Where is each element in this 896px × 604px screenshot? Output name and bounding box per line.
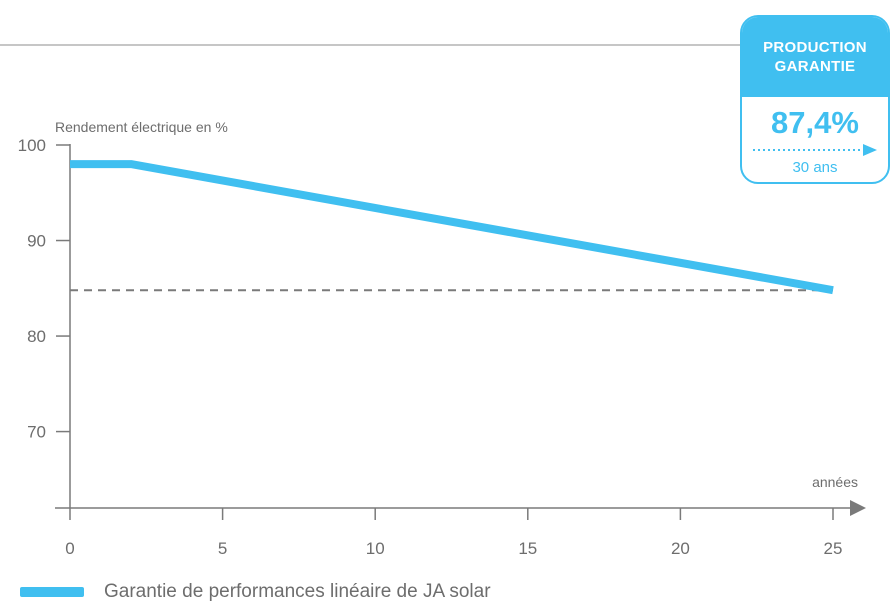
x-axis-arrowhead bbox=[850, 500, 866, 516]
legend: Garantie de performances linéaire de JA … bbox=[20, 580, 491, 604]
dotted-arrow-icon bbox=[753, 144, 877, 156]
x-tick-label: 5 bbox=[218, 539, 227, 558]
y-tick-label: 90 bbox=[27, 232, 46, 251]
x-tick-label: 10 bbox=[366, 539, 385, 558]
badge-header: PRODUCTION GARANTIE bbox=[742, 17, 888, 97]
guaranteed-production-badge: PRODUCTION GARANTIE 87,4% 30 ans bbox=[740, 15, 890, 184]
y-tick-label: 80 bbox=[27, 327, 46, 346]
badge-title-line2: GARANTIE bbox=[774, 58, 856, 75]
badge-duration: 30 ans bbox=[792, 159, 838, 176]
legend-swatch bbox=[20, 587, 84, 597]
y-ticks: 70 80 90 100 bbox=[18, 136, 70, 442]
x-tick-label: 0 bbox=[65, 539, 74, 558]
y-axis-label: Rendement électrique en % bbox=[55, 119, 228, 135]
x-tick-label: 20 bbox=[671, 539, 690, 558]
legend-label: Garantie de performances linéaire de JA … bbox=[104, 581, 491, 602]
y-tick-label: 100 bbox=[18, 136, 46, 155]
series-group bbox=[70, 160, 834, 295]
x-ticks: 0 5 10 15 20 25 bbox=[65, 508, 842, 558]
x-tick-label: 15 bbox=[518, 539, 537, 558]
series-line bbox=[70, 160, 834, 295]
y-tick-label: 70 bbox=[27, 423, 46, 442]
x-tick-label: 25 bbox=[824, 539, 843, 558]
badge-value: 87,4% bbox=[771, 105, 859, 140]
badge-title-line1: PRODUCTION bbox=[763, 39, 867, 56]
x-axis-label: années bbox=[812, 474, 858, 490]
